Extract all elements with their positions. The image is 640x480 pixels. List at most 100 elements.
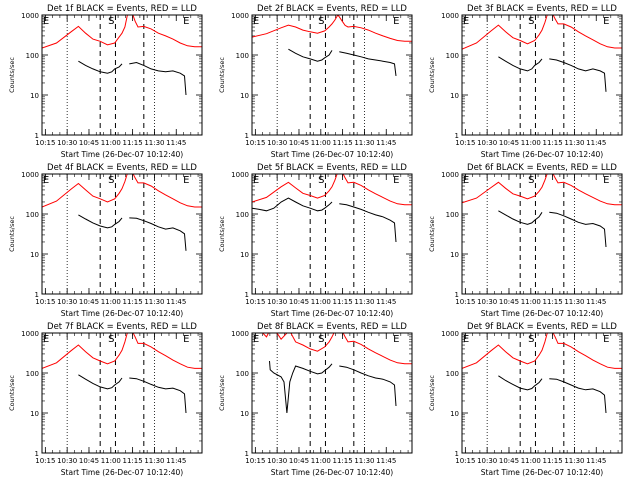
x-tick-label: 11:45 [166,298,186,306]
x-tick-label: 11:15 [123,457,143,465]
x-tick-label: 10:30 [477,457,497,465]
x-tick-label: 10:15 [35,298,55,306]
y-tick-label: 1 [245,450,249,458]
x-axis-label: Start Time (26-Dec-07 10:12:40) [271,468,393,477]
x-axis-label: Start Time (26-Dec-07 10:12:40) [481,150,603,159]
series-line [252,174,412,206]
x-axis-label: Start Time (26-Dec-07 10:12:40) [271,309,393,318]
series-line [78,214,123,229]
plot-frame [461,14,623,136]
y-tick-label: 10 [30,92,39,100]
panel-3: Det 3f BLACK = Events, RED = LLD Counts/s… [428,4,623,159]
y-tick-label: 1 [245,132,249,140]
x-tick-label: 11:30 [354,298,374,306]
panel-data [252,15,412,76]
series-line [78,374,123,390]
x-tick-label: 11:00 [101,139,121,147]
x-tick-label: 10:15 [455,457,475,465]
plot-frame [41,14,203,136]
y-tick-label: 1000 [21,330,39,338]
y-axis-label: Counts/sec [8,57,16,93]
x-tick-label: 10:30 [57,457,77,465]
x-tick-label: 10:45 [79,298,99,306]
series-line [498,56,543,72]
plot-frame [251,173,413,295]
y-tick-label: 1 [455,291,459,299]
x-tick-label: 10:30 [267,457,287,465]
event-marker-label: S [318,16,324,27]
y-tick-label: 100 [236,370,249,378]
panel-data [462,174,622,248]
x-tick-label: 11:45 [586,457,606,465]
x-tick-label: 11:30 [564,457,584,465]
x-tick-label: 10:15 [35,139,55,147]
y-tick-label: 100 [446,370,459,378]
y-tick-label: 10 [240,251,249,259]
x-tick-label: 11:45 [166,457,186,465]
x-tick-label: 10:45 [289,457,309,465]
x-tick-label: 11:30 [354,457,374,465]
series-line [269,360,333,414]
event-marker-label: S [528,16,534,27]
panel-title: Det 9f BLACK = Events, RED = LLD [467,322,617,332]
x-tick-label: 10:15 [455,298,475,306]
panel-title: Det 2f BLACK = Events, RED = LLD [257,4,407,14]
x-tick-label: 11:15 [543,298,563,306]
x-tick-label: 11:30 [144,457,164,465]
event-marker-label: S [108,16,114,27]
series-line [42,15,202,49]
event-marker-label: E [393,334,399,345]
event-marker-label: E [253,334,259,345]
x-tick-label: 11:00 [311,139,331,147]
x-tick-label: 10:45 [79,457,99,465]
y-tick-label: 10 [450,251,459,259]
x-tick-label: 11:30 [354,139,374,147]
x-tick-label: 10:45 [289,298,309,306]
x-tick-label: 11:30 [564,298,584,306]
series-line [288,48,333,62]
panel-1: Det 1f BLACK = Events, RED = LLD Counts/s… [8,4,203,159]
y-tick-label: 1 [35,450,39,458]
panel-title: Det 5f BLACK = Events, RED = LLD [257,163,407,173]
x-tick-label: 11:15 [333,298,353,306]
event-marker-label: S [318,334,324,345]
y-tick-label: 100 [26,370,39,378]
series-line [498,210,543,225]
x-tick-label: 10:30 [57,298,77,306]
event-marker-label: E [253,175,259,186]
x-tick-label: 11:45 [376,298,396,306]
series-line [261,333,412,365]
x-tick-label: 11:15 [333,457,353,465]
y-tick-label: 10 [240,410,249,418]
x-tick-label: 11:15 [123,298,143,306]
event-marker-label: E [603,16,609,27]
panel-title: Det 8f BLACK = Events, RED = LLD [257,322,407,332]
x-axis-label: Start Time (26-Dec-07 10:12:40) [61,150,183,159]
y-tick-label: 1000 [441,330,459,338]
series-line [462,174,622,206]
x-tick-label: 11:00 [311,457,331,465]
y-tick-label: 10 [30,251,39,259]
event-marker-label: E [183,175,189,186]
x-tick-label: 10:45 [499,139,519,147]
x-tick-label: 11:00 [101,457,121,465]
panel-data [261,333,412,414]
x-tick-label: 11:45 [166,139,186,147]
event-marker-label: E [603,334,609,345]
x-tick-label: 11:30 [564,139,584,147]
y-tick-label: 1 [455,132,459,140]
panel-data [252,174,412,243]
x-tick-label: 11:15 [543,457,563,465]
y-tick-label: 1000 [441,12,459,20]
x-tick-label: 11:45 [586,298,606,306]
x-tick-label: 11:30 [144,139,164,147]
x-tick-label: 10:45 [499,298,519,306]
series-line [549,211,607,248]
y-tick-label: 1 [35,132,39,140]
x-tick-label: 10:15 [35,457,55,465]
x-tick-label: 10:45 [499,457,519,465]
x-axis-label: Start Time (26-Dec-07 10:12:40) [481,309,603,318]
x-tick-label: 11:00 [521,298,541,306]
x-tick-label: 10:15 [245,298,265,306]
x-tick-label: 11:45 [376,457,396,465]
